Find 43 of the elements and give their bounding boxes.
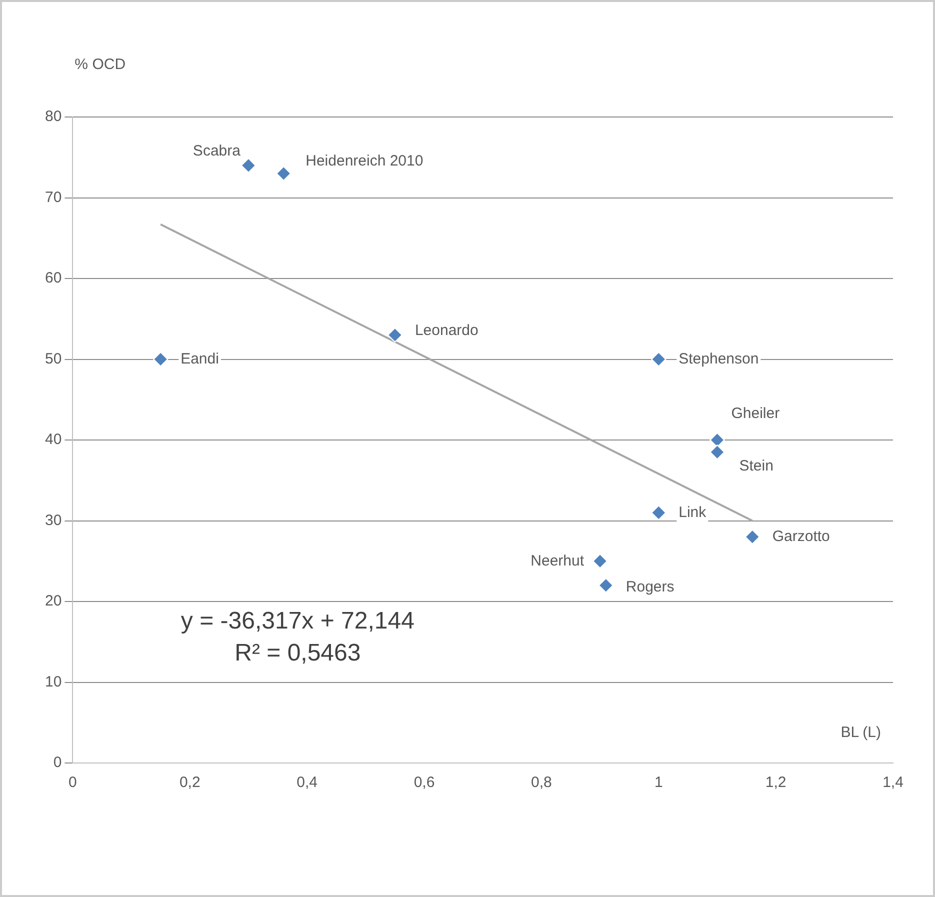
x-tick-label: 0,4 [296, 774, 318, 792]
x-tick-label: 0,8 [531, 774, 552, 792]
annotation: Link [678, 504, 707, 521]
y-tick-label: 10 [44, 673, 62, 690]
y-tick-label: 20 [44, 592, 62, 610]
y-tick-label: 80 [44, 108, 62, 126]
annotation: Neerhut [530, 552, 585, 570]
y-tick-label: 40 [44, 431, 62, 448]
point [592, 554, 608, 569]
x-axis-title: BL (L) [840, 724, 881, 742]
annotation: Stein [739, 457, 774, 474]
point [276, 166, 292, 182]
annotation: Heidenreich 2010 [306, 152, 424, 170]
annotation: R² = 0,5463 [234, 640, 361, 667]
point [387, 328, 402, 343]
x-tick-label: 1,4 [882, 774, 904, 792]
x-tick-label: 0,2 [179, 774, 200, 792]
annotation: Stephenson [678, 350, 759, 368]
annotation: Leonardo [414, 322, 478, 340]
annotation: Scabra [192, 142, 242, 160]
point [153, 352, 168, 367]
annotation: Eandi [180, 350, 219, 368]
annotation: Rogers [626, 578, 674, 596]
y-tick-label: 30 [44, 512, 62, 529]
y-tick-label: 70 [44, 188, 62, 206]
y-tick-label: 50 [44, 350, 62, 368]
point [744, 529, 760, 544]
x-tick-label: 1,2 [765, 774, 786, 792]
annotation: Garzotto [772, 528, 830, 546]
y-tick-label: 0 [53, 754, 62, 772]
point [710, 444, 725, 460]
point [710, 432, 725, 448]
annotation: y = -36,317x + 72,144 [180, 608, 414, 635]
x-tick-label: 0 [68, 774, 77, 792]
point [651, 505, 666, 520]
point [651, 352, 666, 367]
y-tick-label: 60 [44, 270, 62, 287]
x-tick-label: 0,6 [414, 774, 435, 792]
y-axis-title: % OCD [74, 56, 126, 74]
annotation: Gheiler [731, 405, 780, 422]
x-tick-label: 1 [654, 774, 663, 792]
point [240, 158, 256, 173]
point [598, 578, 614, 593]
